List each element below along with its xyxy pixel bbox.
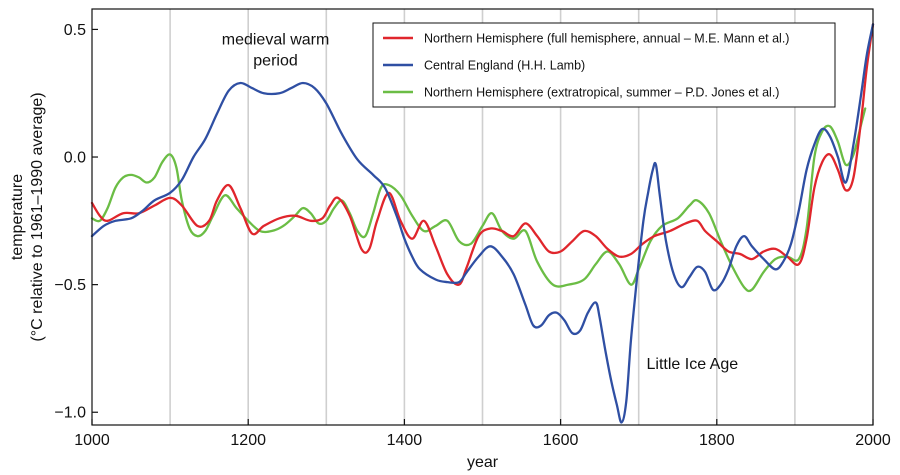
series-line-jones	[90, 107, 867, 293]
series-lines	[90, 23, 875, 424]
series-line-mann	[90, 23, 875, 286]
legend-box	[372, 22, 836, 108]
legend-label-lamb: Central England (H.H. Lamb)	[424, 59, 585, 73]
plot-area-frame	[91, 8, 874, 426]
x-tick-label-1200: 1200	[230, 432, 266, 449]
x-tick-label-1600: 1600	[543, 432, 579, 449]
y-tick-label-2: −0.5	[54, 277, 86, 294]
legend-label-jones: Northern Hemisphere (extratropical, summ…	[424, 86, 779, 100]
annotation-medieval-warm-period-line2: period	[253, 53, 297, 70]
x-tick-label-1400: 1400	[387, 432, 423, 449]
x-axis-label: year	[467, 454, 499, 471]
series-line-lamb	[90, 23, 875, 424]
y-axis-label-units: (°C relative to 1961–1990 average)	[29, 92, 46, 341]
axis-ticks: 1000 1200 1400 1600 1800 2000 0.5 0.0 −0.5 −1.0	[54, 22, 890, 449]
y-axis-label: temperature	[9, 174, 26, 260]
x-tick-label-2000: 2000	[855, 432, 891, 449]
y-tick-label-0: 0.5	[64, 22, 86, 39]
x-tick-label-1000: 1000	[74, 432, 110, 449]
y-tick-label-3: −1.0	[54, 405, 86, 422]
legend: Northern Hemisphere (full hemisphere, an…	[372, 22, 836, 108]
annotation-little-ice-age: Little Ice Age	[647, 356, 739, 373]
x-tick-label-1800: 1800	[699, 432, 735, 449]
legend-label-mann: Northern Hemisphere (full hemisphere, an…	[424, 32, 789, 46]
y-tick-label-1: 0.0	[64, 150, 86, 167]
annotation-medieval-warm-period: medieval warm	[222, 32, 330, 49]
